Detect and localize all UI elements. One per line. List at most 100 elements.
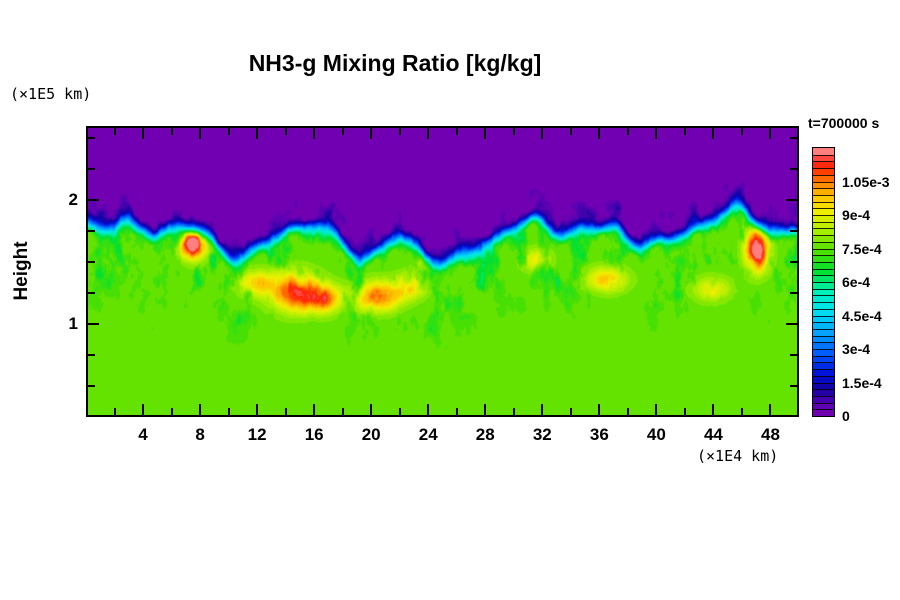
x-tick-label: 16	[304, 425, 324, 444]
x-axis-major-tick	[712, 404, 715, 415]
colorbar-separator	[813, 181, 834, 183]
x-axis-major-tick	[598, 404, 601, 415]
x-axis-minor-tick-top	[512, 128, 515, 135]
x-axis-minor-tick	[683, 408, 686, 415]
colorbar-band	[813, 369, 834, 377]
x-axis-major-tick-top	[484, 128, 487, 139]
colorbar-separator	[813, 355, 834, 357]
colorbar-band	[813, 409, 834, 416]
x-axis-minor-tick	[626, 408, 629, 415]
x-axis-minor-tick	[512, 408, 515, 415]
colorbar-band	[813, 174, 834, 183]
x-axis-major-tick-top	[712, 128, 715, 139]
colorbar-tick-label: 1.5e-4	[842, 374, 882, 391]
colorbar-band	[813, 194, 834, 203]
y-axis-major-tick	[88, 199, 99, 202]
x-axis-minor-tick-top	[398, 128, 401, 135]
timestamp-annotation: t=700000 s	[808, 115, 880, 131]
colorbar-band	[813, 335, 834, 343]
colorbar-separator	[813, 235, 834, 237]
colorbar-separator	[813, 288, 834, 290]
y-axis-minor-tick	[88, 354, 95, 357]
y-axis-minor-tick	[88, 292, 95, 295]
x-axis-major-tick	[142, 404, 145, 415]
x-tick-label: 36	[589, 425, 609, 444]
y-axis-minor-tick-right	[790, 385, 797, 388]
colorbar-band	[813, 268, 834, 276]
colorbar-band	[813, 355, 834, 363]
x-axis-minor-tick	[170, 408, 173, 415]
colorbar-band	[813, 382, 834, 390]
x-tick-label: 4	[138, 425, 148, 444]
x-axis-unit-label: (×1E4 km)	[697, 447, 779, 465]
heatmap-field	[88, 128, 797, 415]
colorbar-band	[813, 315, 834, 323]
colorbar-band	[813, 302, 834, 310]
colorbar-band	[813, 148, 834, 156]
colorbar-band	[813, 221, 834, 229]
x-axis-major-tick	[256, 404, 259, 415]
x-axis-major-tick-top	[427, 128, 430, 139]
colorbar-separator	[813, 248, 834, 250]
colorbar-band	[813, 188, 834, 196]
x-axis-major-tick-top	[142, 128, 145, 139]
colorbar-band	[813, 295, 834, 303]
x-tick-label: 32	[532, 425, 552, 444]
x-axis-minor-tick-top	[284, 128, 287, 135]
x-axis-major-tick	[370, 404, 373, 415]
y-axis-minor-tick-right	[790, 230, 797, 233]
x-axis-major-tick-top	[769, 128, 772, 139]
colorbar-band	[813, 389, 834, 397]
x-axis-minor-tick	[569, 408, 572, 415]
y-axis-minor-tick-right	[790, 168, 797, 171]
y-axis-minor-tick-right	[790, 292, 797, 295]
colorbar-separator	[813, 282, 834, 283]
colorbar-separator	[813, 335, 834, 337]
x-axis-minor-tick	[740, 408, 743, 415]
colorbar-separator	[813, 322, 834, 324]
colorbar-band	[813, 241, 834, 250]
colorbar-separator	[813, 402, 834, 404]
x-axis-minor-tick-top	[341, 128, 344, 135]
x-axis-minor-tick	[284, 408, 287, 415]
colorbar-tick-label: 1.05e-3	[842, 173, 890, 190]
x-axis-minor-tick-top	[113, 128, 116, 135]
colorbar-band	[813, 288, 834, 296]
y-axis-minor-tick	[88, 137, 95, 140]
colorbar-separator	[813, 409, 834, 411]
colorbar-band	[813, 328, 834, 337]
y-axis-minor-tick-right	[790, 261, 797, 264]
x-axis-major-tick-top	[199, 128, 202, 139]
colorbar-band	[813, 235, 834, 243]
plot-area	[86, 126, 799, 417]
colorbar-band	[813, 215, 834, 223]
colorbar-separator	[813, 215, 834, 216]
colorbar-tick-label: 9e-4	[842, 207, 871, 223]
x-tick-label: 24	[418, 425, 438, 444]
colorbar-separator	[813, 342, 834, 344]
x-axis-major-tick	[769, 404, 772, 415]
colorbar-band	[813, 208, 834, 216]
colorbar-separator	[813, 389, 834, 391]
x-tick-label: 48	[761, 425, 780, 444]
x-tick-label: 8	[195, 425, 205, 444]
colorbar-band	[813, 275, 834, 283]
x-axis-major-tick-top	[541, 128, 544, 139]
y-axis-minor-tick	[88, 168, 95, 171]
colorbar: t=700000 s 0 1.5e-4 3e-4 4.5e-4 6e-4 7.5e-4 9e…	[808, 115, 900, 425]
x-axis-minor-tick-top	[683, 128, 686, 135]
x-axis-major-tick-top	[313, 128, 316, 139]
colorbar-tick-label: 6e-4	[842, 274, 871, 290]
colorbar-tick-label: 0	[842, 408, 850, 424]
colorbar-separator	[813, 208, 834, 210]
x-axis-major-tick	[541, 404, 544, 415]
colorbar-separator	[813, 369, 834, 371]
x-axis-minor-tick-top	[227, 128, 230, 135]
colorbar-band	[813, 161, 834, 169]
colorbar-separator	[813, 382, 834, 384]
colorbar-separator	[813, 228, 834, 230]
y-axis-major-tick-right	[786, 323, 797, 326]
x-tick-label: 20	[361, 425, 381, 444]
colorbar-separator	[813, 154, 834, 156]
